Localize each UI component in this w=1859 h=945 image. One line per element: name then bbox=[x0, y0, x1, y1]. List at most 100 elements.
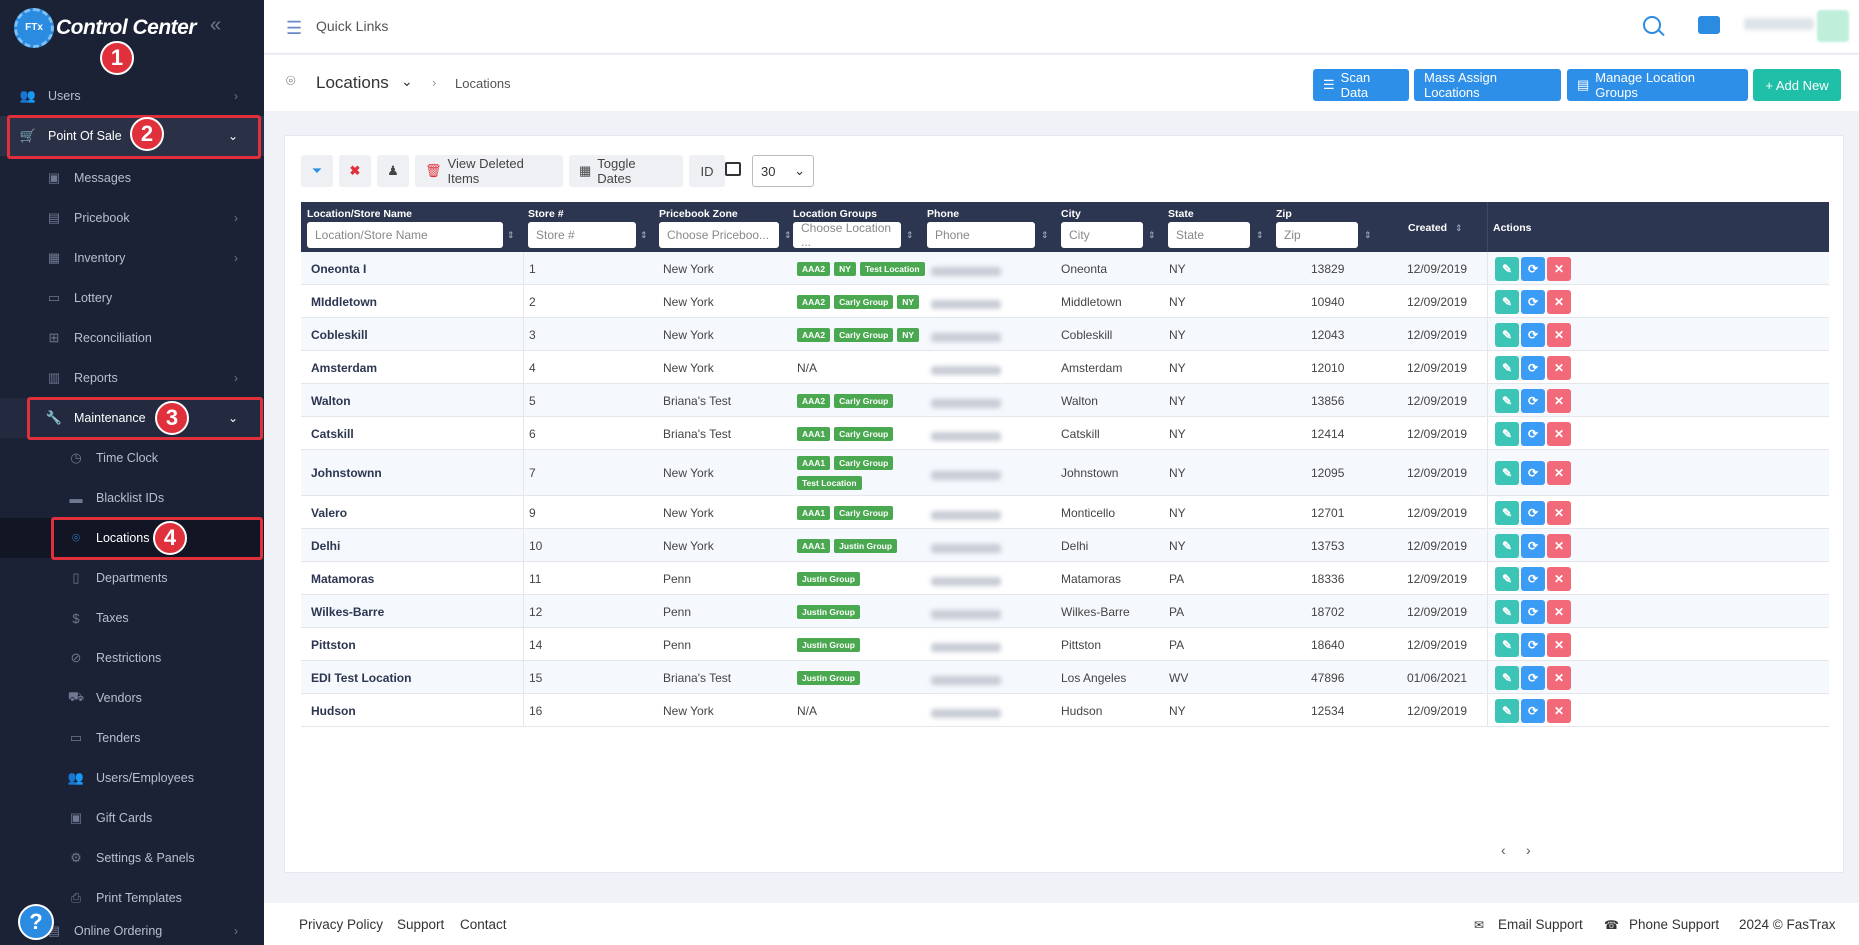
delete-button[interactable]: ✕ bbox=[1547, 567, 1571, 591]
delete-button[interactable]: ✕ bbox=[1547, 323, 1571, 347]
sync-button[interactable]: ⟳ bbox=[1521, 422, 1545, 446]
zip-filter-input[interactable]: Zip bbox=[1276, 222, 1358, 248]
delete-button[interactable]: ✕ bbox=[1547, 534, 1571, 558]
printer-icon[interactable] bbox=[725, 162, 741, 176]
toggle-dates-button[interactable]: ▦ Toggle Dates bbox=[569, 155, 683, 187]
location-name-cell[interactable]: Hudson bbox=[311, 704, 356, 718]
sidebar-item-blacklist-ids[interactable]: ▬ Blacklist IDs bbox=[0, 478, 264, 518]
sidebar-item-settings-panels[interactable]: ⚙ Settings & Panels bbox=[0, 838, 264, 878]
location-name-cell[interactable]: Amsterdam bbox=[311, 361, 378, 375]
user-name-blurred[interactable] bbox=[1744, 18, 1814, 30]
sidebar-item-time-clock[interactable]: ◷ Time Clock bbox=[0, 438, 264, 478]
manage-location-groups-button[interactable]: ▤ Manage Location Groups bbox=[1567, 69, 1748, 101]
sidebar-item-tenders[interactable]: ▭ Tenders bbox=[0, 718, 264, 758]
sidebar-item-point-of-sale[interactable]: 🛒 Point Of Sale ⌄ bbox=[0, 116, 264, 156]
sort-icon[interactable]: ⇕ bbox=[906, 230, 914, 240]
location-name-cell[interactable]: MIddletown bbox=[311, 295, 377, 309]
breadcrumb[interactable]: Locations bbox=[455, 76, 511, 91]
sidebar-item-locations[interactable]: ⌾ Locations bbox=[0, 518, 264, 558]
delete-button[interactable]: ✕ bbox=[1547, 461, 1571, 485]
sync-button[interactable]: ⟳ bbox=[1521, 600, 1545, 624]
edit-button[interactable]: ✎ bbox=[1495, 600, 1519, 624]
delete-button[interactable]: ✕ bbox=[1547, 422, 1571, 446]
sort-icon[interactable]: ⇕ bbox=[784, 230, 792, 240]
menu-icon[interactable]: ☰ bbox=[286, 18, 303, 38]
city-filter-input[interactable]: City bbox=[1061, 222, 1143, 248]
location-name-cell[interactable]: Valero bbox=[311, 506, 348, 520]
sort-icon[interactable]: ⇕ bbox=[1148, 230, 1156, 240]
mass-assign-locations-button[interactable]: Mass Assign Locations bbox=[1414, 69, 1561, 101]
table-row[interactable]: Catskill 6 Briana's Test AAA1 Carly Group Cat… bbox=[301, 417, 1829, 450]
sort-icon[interactable]: ⇕ bbox=[1364, 230, 1372, 240]
search-icon[interactable] bbox=[1643, 16, 1661, 34]
next-page-button[interactable]: › bbox=[1526, 842, 1531, 858]
delete-button[interactable]: ✕ bbox=[1547, 257, 1571, 281]
sort-icon[interactable]: ⇕ bbox=[1256, 230, 1264, 240]
sidebar-item-reports[interactable]: ▥ Reports › bbox=[0, 358, 264, 398]
help-button[interactable]: ? bbox=[18, 904, 54, 940]
sidebar-item-users[interactable]: 👥 Users › bbox=[0, 76, 264, 116]
edit-button[interactable]: ✎ bbox=[1495, 501, 1519, 525]
table-row[interactable]: Hudson 16 New York N/A Hudson NY 12534 12/09/20… bbox=[301, 694, 1829, 727]
prev-page-button[interactable]: ‹ bbox=[1501, 842, 1506, 858]
delete-button[interactable]: ✕ bbox=[1547, 600, 1571, 624]
scan-data-button[interactable]: ☰ Scan Data bbox=[1313, 69, 1409, 101]
sidebar-item-gift-cards[interactable]: ▣ Gift Cards bbox=[0, 798, 264, 838]
sync-button[interactable]: ⟳ bbox=[1521, 567, 1545, 591]
sidebar-item-pricebook[interactable]: ▤ Pricebook › bbox=[0, 198, 264, 238]
table-row[interactable]: Pittston 14 Penn Justin Group Pittston PA 1864… bbox=[301, 628, 1829, 661]
sidebar-item-maintenance[interactable]: 🔧 Maintenance ⌄ bbox=[0, 398, 264, 438]
delete-button[interactable]: ✕ bbox=[1547, 633, 1571, 657]
table-row[interactable]: EDI Test Location 15 Briana's Test Justin G… bbox=[301, 661, 1829, 694]
table-row[interactable]: Delhi 10 New York AAA1 Justin Group Delhi NY 13… bbox=[301, 529, 1829, 562]
contact-link[interactable]: Contact bbox=[460, 917, 507, 932]
edit-button[interactable]: ✎ bbox=[1495, 290, 1519, 314]
edit-button[interactable]: ✎ bbox=[1495, 567, 1519, 591]
sort-icon[interactable]: ⇕ bbox=[640, 230, 648, 240]
sidebar-item-departments[interactable]: ▯ Departments bbox=[0, 558, 264, 598]
table-row[interactable]: Cobleskill 3 New York AAA2 Carly Group NY Cobl… bbox=[301, 318, 1829, 351]
groups-filter-select[interactable]: Choose Location ... bbox=[793, 221, 901, 249]
add-new-button[interactable]: + Add New bbox=[1753, 69, 1841, 101]
clear-filter-button[interactable]: ✖ bbox=[339, 155, 371, 187]
collapse-sidebar-icon[interactable]: « bbox=[210, 14, 222, 36]
table-row[interactable]: Amsterdam 4 New York N/A Amsterdam NY 12010 12/… bbox=[301, 351, 1829, 384]
name-filter-input[interactable]: Location/Store Name bbox=[307, 222, 503, 248]
location-name-cell[interactable]: Delhi bbox=[311, 539, 341, 553]
sidebar-item-lottery[interactable]: ▭ Lottery bbox=[0, 278, 264, 318]
state-filter-input[interactable]: State bbox=[1168, 222, 1250, 248]
sync-button[interactable]: ⟳ bbox=[1521, 501, 1545, 525]
table-row[interactable]: Wilkes-Barre 12 Penn Justin Group Wilkes-Bar… bbox=[301, 595, 1829, 628]
email-support-link[interactable]: Email Support bbox=[1498, 917, 1583, 932]
avatar[interactable] bbox=[1817, 10, 1849, 42]
sidebar-item-users-employees[interactable]: 👥 Users/Employees bbox=[0, 758, 264, 798]
edit-button[interactable]: ✎ bbox=[1495, 257, 1519, 281]
table-row[interactable]: Johnstownn 7 New York AAA1 Carly Group Test L… bbox=[301, 450, 1829, 496]
sync-button[interactable]: ⟳ bbox=[1521, 534, 1545, 558]
id-button[interactable]: ID bbox=[689, 155, 725, 187]
quick-links[interactable]: Quick Links bbox=[316, 18, 389, 34]
edit-button[interactable]: ✎ bbox=[1495, 534, 1519, 558]
sync-button[interactable]: ⟳ bbox=[1521, 389, 1545, 413]
sidebar-item-restrictions[interactable]: ⊘ Restrictions bbox=[0, 638, 264, 678]
table-row[interactable]: MIddletown 2 New York AAA2 Carly Group NY Midd… bbox=[301, 285, 1829, 318]
location-name-cell[interactable]: Walton bbox=[311, 394, 351, 408]
table-row[interactable]: Valero 9 New York AAA1 Carly Group Monticello… bbox=[301, 496, 1829, 529]
location-name-cell[interactable]: Oneonta I bbox=[311, 262, 367, 276]
phone-support-link[interactable]: Phone Support bbox=[1629, 917, 1720, 932]
delete-button[interactable]: ✕ bbox=[1547, 699, 1571, 723]
edit-button[interactable]: ✎ bbox=[1495, 323, 1519, 347]
view-deleted-items-button[interactable]: 🗑 View Deleted Items bbox=[415, 155, 563, 187]
store-filter-input[interactable]: Store # bbox=[528, 222, 636, 248]
sidebar-item-online-ordering[interactable]: ▤ Online Ordering › bbox=[0, 917, 264, 945]
delete-button[interactable]: ✕ bbox=[1547, 356, 1571, 380]
location-name-cell[interactable]: EDI Test Location bbox=[311, 671, 412, 685]
phone-filter-input[interactable]: Phone bbox=[927, 222, 1035, 248]
sync-button[interactable]: ⟳ bbox=[1521, 323, 1545, 347]
sync-button[interactable]: ⟳ bbox=[1521, 666, 1545, 690]
filter-button[interactable]: ⏷ bbox=[301, 155, 333, 187]
edit-button[interactable]: ✎ bbox=[1495, 633, 1519, 657]
edit-button[interactable]: ✎ bbox=[1495, 699, 1519, 723]
delete-button[interactable]: ✕ bbox=[1547, 389, 1571, 413]
zone-filter-select[interactable]: Choose Priceboo... bbox=[659, 222, 779, 248]
